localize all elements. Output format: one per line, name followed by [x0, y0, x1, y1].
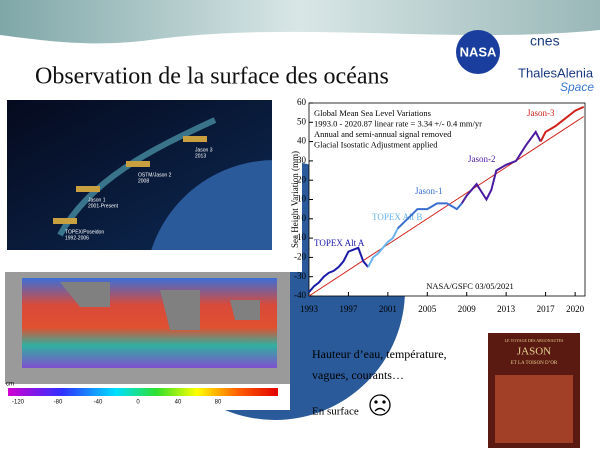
mask [0, 250, 302, 272]
book-text: LE VOYAGE DES ARGONAUTES [505, 338, 564, 343]
y-tick-label: -20 [294, 251, 306, 261]
satellite-name: TOPEX/Poseidon [65, 229, 104, 235]
chart-title: Global Mean Sea Level Variations [314, 108, 431, 118]
x-tick-label: 1997 [339, 304, 358, 314]
satellite-name: OSTM/Jason 2 [138, 172, 172, 178]
orbit [57, 117, 217, 237]
satellite-years: 1992-2006 [65, 235, 89, 241]
colorbar-tick: 80 [215, 400, 222, 406]
x-tick-label: 2009 [458, 304, 477, 314]
chart: -40 -30 -20 -10 0 10 20 30 40 50 60 1993 1997 2001 200… [290, 97, 586, 314]
nasa-logo [456, 30, 500, 74]
thales-text: ThalesAlenia [518, 65, 594, 80]
colorbar-ticks: cm -120 -80 -40 0 40 80 [6, 382, 222, 406]
satellite-years: 2008 [138, 178, 149, 184]
colorbar [8, 388, 278, 396]
series-label: Jason-1 [415, 186, 443, 196]
satellite-years: 2013 [195, 153, 206, 159]
colorbar-tick: -80 [54, 400, 63, 406]
slide-title: Observation de la surface des océans [35, 64, 389, 90]
series-label: TOPEX Alt B [372, 212, 422, 222]
satellite [76, 186, 100, 192]
series-line [367, 227, 399, 268]
x-tick-label: 2020 [566, 304, 585, 314]
body-text: vagues, courants… [312, 368, 404, 382]
colorbar-tick: 0 [136, 400, 140, 406]
series-label: Jason-3 [527, 108, 555, 118]
chart-title: Glacial Isostatic Adjustment applied [314, 139, 438, 149]
x-tick-label: 2017 [537, 304, 556, 314]
x-tick-label: 1993 [300, 304, 319, 314]
colorbar-tick: -40 [94, 400, 103, 406]
body-text: Hauteur d’eau, température, [312, 347, 447, 361]
y-axis-label: Sea Height Variation (mm) [290, 151, 300, 248]
colorbar-tick: 40 [175, 400, 182, 406]
series-line [539, 105, 585, 143]
land [60, 282, 260, 330]
mask [272, 100, 302, 260]
satellite [183, 136, 207, 142]
y-tick-label: 10 [297, 194, 307, 204]
x-tick-label: 2013 [497, 304, 516, 314]
y-tick-label: 30 [297, 155, 307, 165]
book-art [495, 375, 573, 443]
cnes-text: cnes [530, 33, 560, 49]
satellite-name: Jason 3 [195, 147, 213, 153]
chart-title: 1993.0 - 2020.87 linear rate = 3.34 +/- … [314, 118, 482, 128]
satellite [126, 161, 150, 167]
sea-map [22, 278, 277, 368]
nasa-text: NASA [460, 44, 497, 59]
colorbar-label: cm [6, 382, 14, 388]
y-tick-label: 20 [297, 174, 307, 184]
y-tick-label: 50 [297, 116, 307, 126]
satellite-name: Jason 1 [88, 197, 106, 203]
chart-credit: NASA/GSFC 03/05/2021 [426, 281, 514, 291]
series-label: Jason-2 [468, 154, 496, 164]
chart-title: Annual and semi-annual signal removed [314, 129, 452, 139]
book-text: JASON [517, 346, 551, 358]
space-text: Space [560, 80, 594, 94]
y-tick-label: 60 [297, 97, 307, 107]
series-line [460, 130, 542, 204]
series-label: TOPEX Alt A [314, 238, 365, 248]
y-tick-label: 40 [297, 136, 307, 146]
body-text: En surface [312, 406, 359, 418]
plot-area [308, 102, 586, 297]
x-tick-label: 2001 [379, 304, 397, 314]
colorbar-tick: -120 [12, 400, 25, 406]
series-line [397, 202, 463, 230]
book-text: ET LA TOISON D’OR [511, 361, 558, 366]
y-tick-label: -40 [294, 290, 306, 300]
satellite-years: 2001-Present [88, 203, 119, 209]
y-tick-label: -10 [294, 232, 306, 242]
y-tick-label: -30 [294, 271, 306, 281]
frown-icon [369, 394, 391, 416]
y-tick-label: 0 [302, 213, 307, 223]
series-line [308, 246, 369, 293]
satellite [53, 218, 77, 224]
trend-line [308, 116, 584, 297]
colorbar-bg [5, 384, 290, 410]
banner [0, 0, 600, 44]
x-tick-label: 2005 [418, 304, 437, 314]
